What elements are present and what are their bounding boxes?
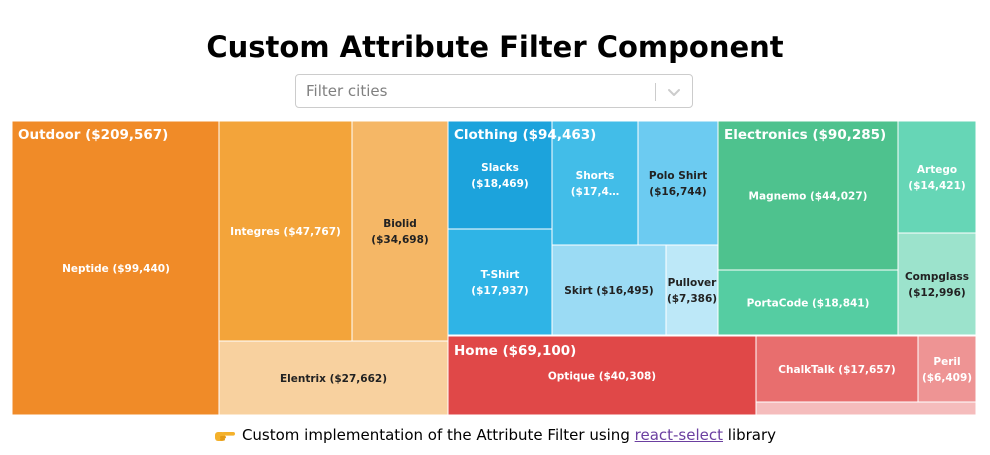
treemap-cell-1-1[interactable]: Shorts ($17,4… bbox=[551, 120, 639, 246]
caption-text-after: library bbox=[727, 426, 777, 444]
treemap-cell-label: Magnemo ($44,027) bbox=[749, 191, 868, 203]
caption-text-before: Custom implementation of the Attribute F… bbox=[241, 426, 630, 444]
treemap-cell-0-1[interactable]: Integres ($47,767) bbox=[218, 120, 353, 342]
treemap-cell-2-3[interactable]: Compglass ($12,996) bbox=[897, 232, 977, 336]
treemap-cell-label: Elentrix ($27,662) bbox=[280, 373, 387, 385]
treemap-cell-label: ($17,4… bbox=[571, 186, 620, 198]
treemap-cell-label: Neptide ($99,440) bbox=[62, 263, 170, 275]
treemap-cell-2-0[interactable]: Magnemo ($44,027) bbox=[717, 120, 899, 271]
treemap-cell-label: Skirt ($16,495) bbox=[564, 285, 653, 297]
treemap-cell-label: Shorts bbox=[576, 170, 615, 182]
treemap-cell-1-2[interactable]: Polo Shirt ($16,744) bbox=[637, 120, 719, 246]
filter-cities-select[interactable]: Filter cities bbox=[295, 74, 693, 108]
treemap-cell-label: ($7,386) bbox=[667, 293, 717, 305]
treemap-cell-label: ($16,744) bbox=[649, 186, 706, 198]
treemap-cell-label: ($6,409) bbox=[922, 372, 972, 384]
caption: Custom implementation of the Attribute F… bbox=[0, 424, 990, 446]
treemap-cell-2-2[interactable]: Artego ($14,421) bbox=[897, 120, 977, 234]
treemap-cell-label: PortaCode ($18,841) bbox=[747, 298, 870, 310]
treemap-cell-label: Peril bbox=[933, 356, 960, 368]
pointing-hand-icon bbox=[214, 432, 235, 441]
treemap-cell-label: ChalkTalk ($17,657) bbox=[778, 364, 895, 376]
treemap-cell-label: Biolid bbox=[383, 218, 417, 230]
chevron-down-icon[interactable] bbox=[664, 82, 684, 102]
treemap-cell-2-1[interactable]: PortaCode ($18,841) bbox=[717, 269, 899, 336]
treemap-cell-label: ($17,937) bbox=[471, 285, 528, 297]
treemap-cell-label: Artego bbox=[917, 164, 957, 176]
treemap-cell-label: ($18,469) bbox=[471, 178, 528, 190]
treemap-cell-label: Pullover bbox=[668, 277, 718, 289]
treemap-cell-3-3[interactable] bbox=[755, 401, 977, 416]
treemap-cell-label: Optique ($40,308) bbox=[548, 371, 656, 383]
treemap-cell-3-1[interactable]: ChalkTalk ($17,657) bbox=[755, 335, 919, 403]
react-select-link[interactable]: react-select bbox=[634, 426, 723, 444]
treemap-cell-label: Integres ($47,767) bbox=[230, 226, 341, 238]
treemap-cell-label: Polo Shirt bbox=[649, 170, 707, 182]
treemap-cell-3-2[interactable]: Peril ($6,409) bbox=[917, 335, 977, 403]
treemap-cell-0-3[interactable]: Elentrix ($27,662) bbox=[218, 340, 449, 416]
treemap-cell-label: Slacks bbox=[481, 162, 519, 174]
treemap-cell-1-3[interactable]: T-Shirt ($17,937) bbox=[447, 228, 553, 336]
treemap-cell-label: ($12,996) bbox=[908, 287, 965, 299]
treemap-cell-1-0[interactable]: Slacks ($18,469) bbox=[447, 120, 553, 230]
treemap-cell-label: T-Shirt bbox=[481, 269, 520, 281]
treemap-cell-1-5[interactable]: Pullover ($7,386) bbox=[665, 244, 719, 336]
treemap-cell-0-0[interactable]: Neptide ($99,440) bbox=[11, 120, 221, 416]
treemap-cell-0-2[interactable]: Biolid ($34,698) bbox=[351, 120, 449, 342]
treemap-cell-1-4[interactable]: Skirt ($16,495) bbox=[551, 244, 667, 336]
treemap-cell-label: Compglass bbox=[905, 271, 969, 283]
filter-separator bbox=[655, 83, 656, 101]
treemap-cell-3-0[interactable]: Optique ($40,308) bbox=[447, 335, 757, 416]
filter-placeholder: Filter cities bbox=[306, 82, 388, 100]
treemap-cell-label: ($14,421) bbox=[908, 180, 965, 192]
page-title: Custom Attribute Filter Component bbox=[206, 30, 784, 64]
treemap-cell-label: ($34,698) bbox=[371, 234, 428, 246]
